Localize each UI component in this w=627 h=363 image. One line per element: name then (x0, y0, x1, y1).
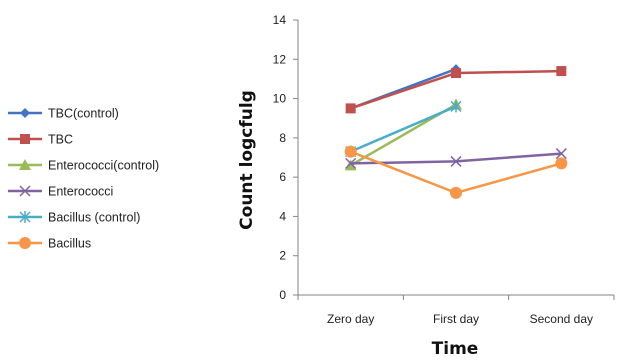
legend-marker (19, 237, 31, 249)
legend-item: Bacillus (control) (8, 211, 140, 225)
y-tick-label: 0 (279, 288, 286, 302)
series-2 (344, 98, 462, 171)
x-tick-label: Zero day (327, 312, 374, 326)
data-point (450, 186, 462, 199)
legend-item: Bacillus (8, 237, 91, 251)
legend-item: Enterococci (8, 185, 113, 199)
chart-legend: TBC(control) TBC Enterococci(control) Enter… (8, 107, 159, 251)
legend-label: Enterococci(control) (48, 159, 159, 173)
chart-series (344, 64, 568, 199)
y-tick-label: 14 (273, 13, 287, 27)
data-point (556, 66, 567, 77)
x-tick-label: First day (433, 312, 479, 326)
legend-item: Enterococci(control) (8, 159, 159, 173)
data-point (450, 100, 462, 113)
x-tick-label: Second day (530, 312, 593, 326)
legend-label: Bacillus (control) (48, 211, 140, 225)
y-tick-label: 10 (273, 92, 287, 106)
data-point (451, 68, 461, 79)
series-0 (345, 64, 461, 114)
legend-marker (20, 134, 30, 144)
y-tick-label: 8 (279, 131, 286, 145)
data-point (344, 159, 357, 171)
legend-marker (19, 159, 31, 170)
legend-label: TBC (48, 133, 73, 147)
legend-label: Bacillus (48, 237, 91, 251)
legend-label: Enterococci (48, 185, 113, 199)
y-tick-label: 4 (279, 209, 286, 223)
series-1 (345, 66, 567, 114)
legend-item: TBC(control) (8, 107, 119, 121)
series-4 (345, 100, 462, 158)
legend-item: TBC (8, 133, 73, 147)
legend-marker (19, 211, 31, 223)
data-point (555, 148, 567, 160)
data-point (345, 103, 356, 114)
legend-label: TBC(control) (48, 107, 119, 121)
series-5 (344, 145, 568, 199)
chart-axes: 0 2 4 6 8 10 12 14 Zero day First day Second day (273, 13, 615, 326)
legend-marker (20, 108, 30, 118)
data-point (555, 157, 568, 170)
series-line (350, 105, 457, 153)
data-point (345, 157, 357, 169)
y-axis-title: Count logcfulg (237, 90, 257, 230)
y-tick-label: 6 (279, 170, 286, 184)
data-point (450, 155, 462, 167)
x-axis-title: Time (432, 339, 479, 359)
series-3 (345, 148, 567, 169)
data-point (344, 145, 357, 158)
legend-marker (19, 185, 31, 197)
series-line (350, 150, 562, 195)
y-tick-label: 2 (279, 249, 286, 263)
y-tick-label: 12 (273, 52, 287, 66)
